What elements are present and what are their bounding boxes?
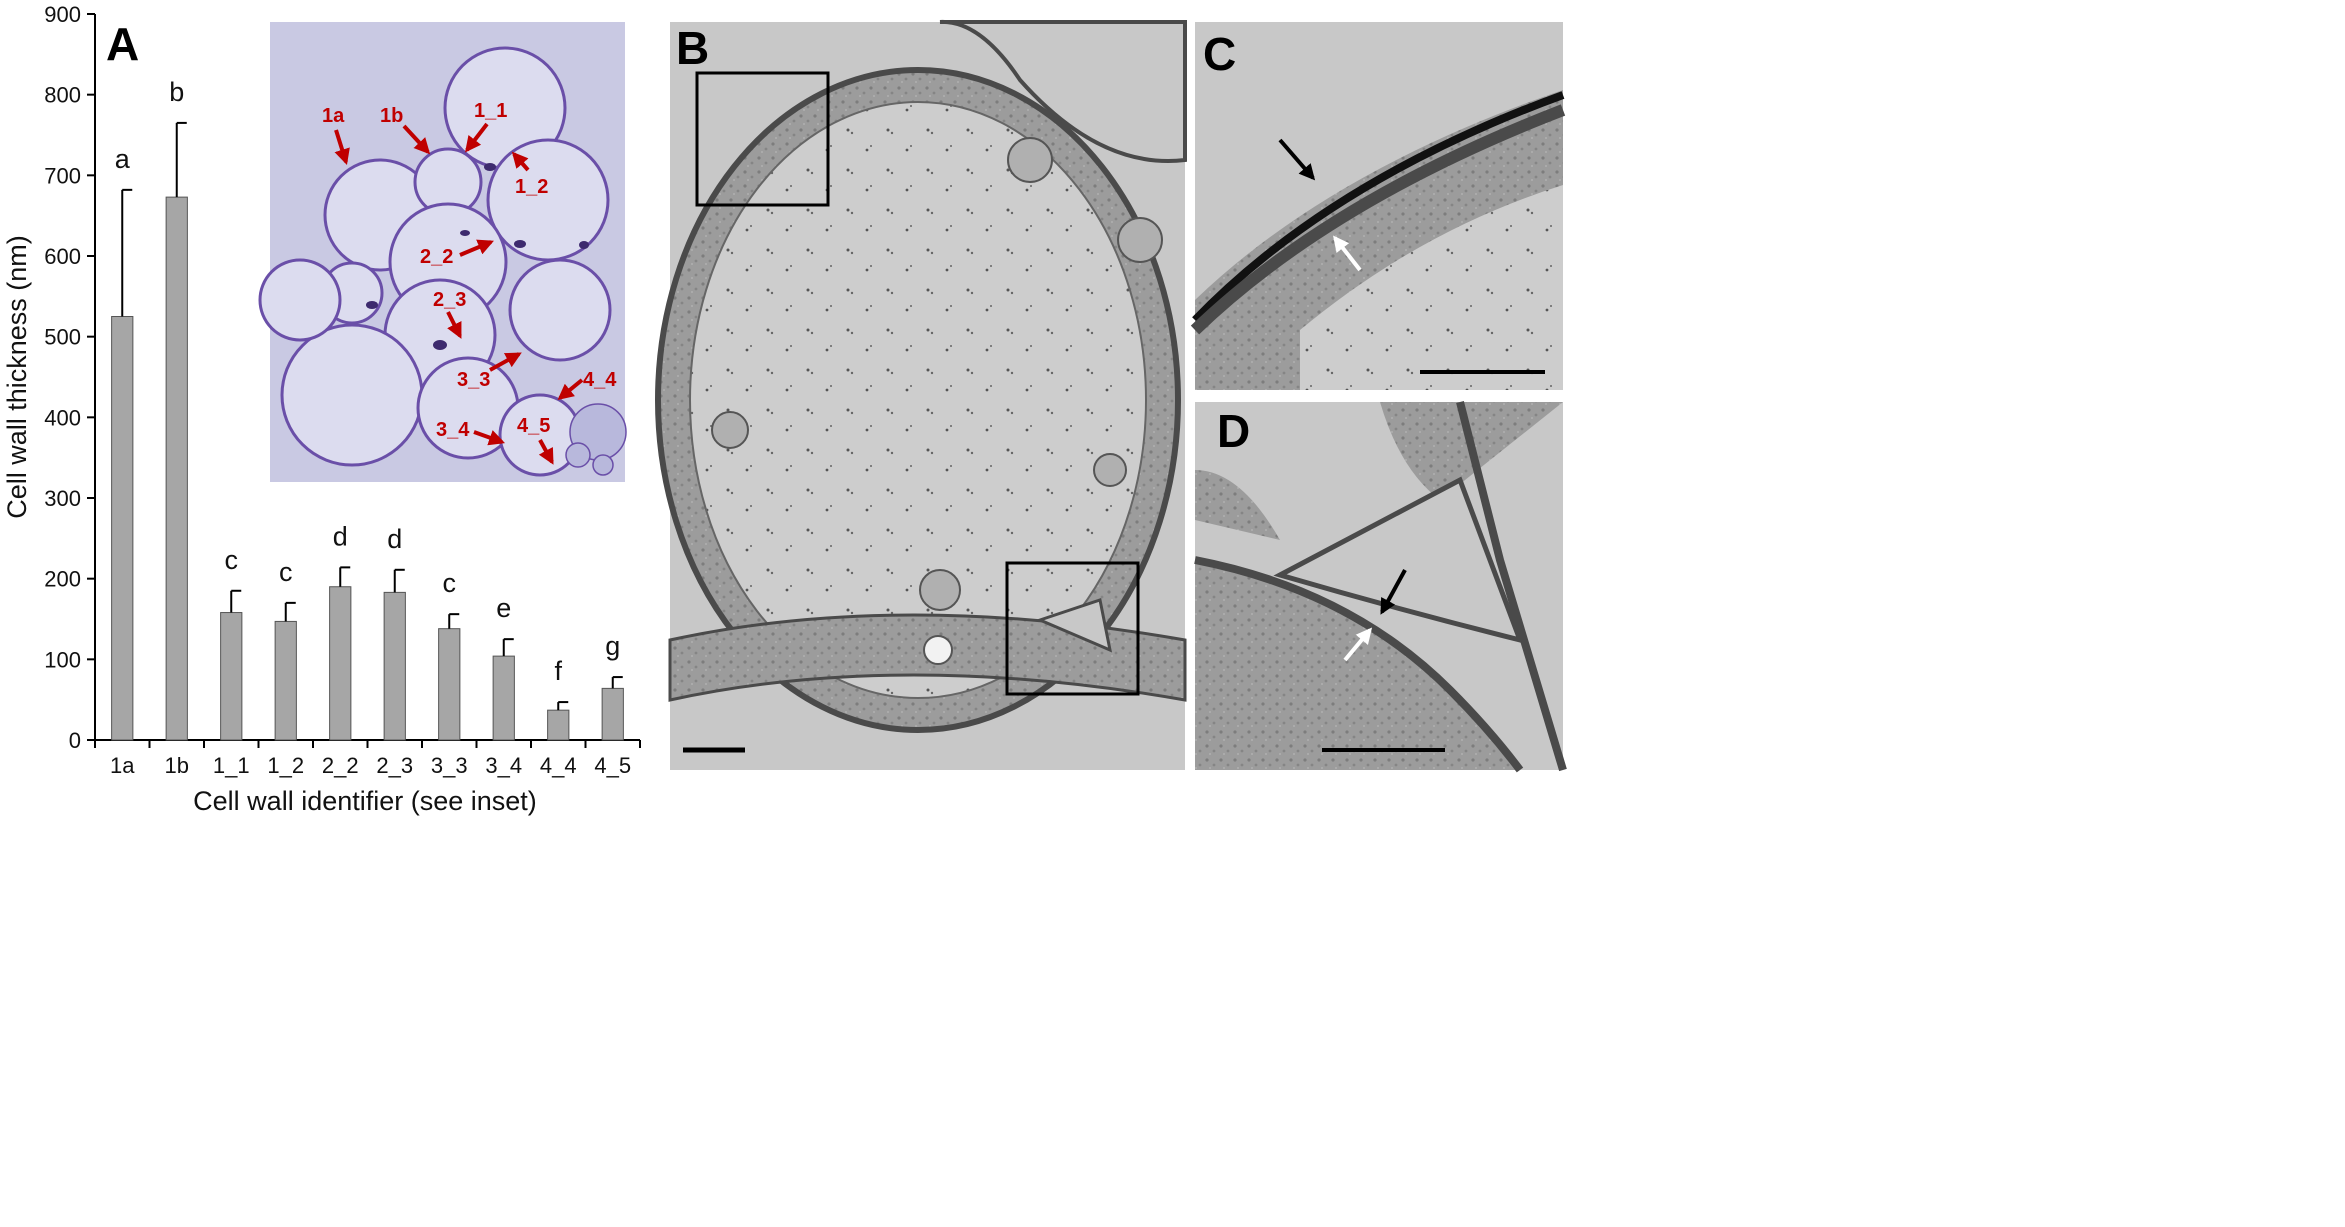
inset-label-2_3: 2_3: [433, 289, 466, 311]
x-tick-label-3_3: 3_3: [431, 753, 468, 778]
arrow-1a: [334, 129, 350, 166]
significance-label-1b: b: [169, 77, 184, 107]
inset-label-4_4: 4_4: [583, 369, 617, 391]
y-tick-label: 800: [44, 83, 81, 108]
x-tick-label-2_3: 2_3: [376, 753, 413, 778]
y-tick-label: 500: [44, 325, 81, 350]
x-tick-label-2_2: 2_2: [322, 753, 359, 778]
black-arrow-c: [1278, 138, 1316, 181]
significance-label-2_2: d: [333, 521, 348, 551]
y-tick-label: 900: [44, 2, 81, 27]
bar-2_3: [383, 591, 406, 741]
inset-label-3_3: 3_3: [457, 369, 490, 391]
panel-c-micrograph: C: [1190, 22, 1566, 390]
y-tick-label: 100: [44, 647, 81, 672]
y-axis-ticks: 0 100 200 300 400 500 600 700 800 900: [44, 2, 95, 753]
significance-label-2_3: d: [387, 524, 402, 554]
significance-label-3_4: e: [496, 593, 511, 623]
inset-label-3_4: 3_4: [436, 419, 470, 441]
inset-label-2_2: 2_2: [420, 246, 453, 268]
x-tick-label-1_2: 1_2: [267, 753, 304, 778]
bar-1_1: [220, 612, 243, 741]
x-axis-title: Cell wall identifier (see inset): [193, 786, 537, 816]
y-axis-title: Cell wall thickness (nm): [2, 235, 32, 519]
inset-label-1_1: 1_1: [474, 100, 507, 122]
y-tick-label: 0: [69, 728, 81, 753]
stained-section-inset: 1a 1b 1_1 1_2 2_2 2_3 3_3 3_4 4_4 4_5: [258, 22, 627, 482]
arrow-3_4: [473, 430, 506, 446]
panel-d-letter: D: [1217, 405, 1250, 457]
white-arrow-d: [1343, 627, 1373, 662]
bar-1a: [111, 316, 134, 741]
inset-label-4_5: 4_5: [517, 415, 550, 437]
bar-4_5: [601, 687, 624, 741]
zoom-box-c: [695, 71, 830, 207]
panel-b-micrograph: B: [655, 19, 1187, 770]
x-tick-label-4_4: 4_4: [540, 753, 577, 778]
bar-1_2: [274, 620, 297, 741]
bar-3_4: [492, 655, 515, 741]
inset-label-1a: 1a: [322, 105, 345, 127]
arrow-2_3: [446, 311, 462, 339]
x-tick-label-4_5: 4_5: [594, 753, 631, 778]
zoom-box-d: [1005, 561, 1140, 696]
arrow-1b: [402, 124, 431, 155]
x-tick-label-1b: 1b: [165, 753, 189, 778]
arrow-4_5: [538, 439, 554, 465]
arrow-3_3: [489, 352, 522, 372]
inset-arrows: [334, 122, 584, 465]
bar-3_3: [438, 628, 461, 741]
y-tick-label: 700: [44, 163, 81, 188]
arrow-2_2: [459, 239, 494, 257]
inset-label-1_2: 1_2: [515, 176, 548, 198]
x-tick-label-1_1: 1_1: [213, 753, 250, 778]
black-arrow-d: [1380, 569, 1407, 615]
panel-a-letter: A: [106, 18, 139, 70]
x-tick-label-1a: 1a: [110, 753, 135, 778]
arrow-1_1: [465, 122, 489, 153]
bar-4_4: [547, 709, 570, 741]
arrow-4_4: [557, 378, 584, 401]
significance-label-1a: a: [115, 144, 131, 174]
panel-d-micrograph: D: [1194, 401, 1567, 773]
inset-labels: 1a 1b 1_1 1_2 2_2 2_3 3_3 3_4 4_4 4_5: [322, 100, 617, 441]
x-axis-ticks: [94, 740, 641, 748]
x-tick-label-3_4: 3_4: [485, 753, 522, 778]
y-tick-label: 200: [44, 567, 81, 592]
white-arrow-c: [1333, 235, 1362, 272]
inset-label-1b: 1b: [380, 105, 403, 127]
arrow-1_2: [511, 151, 530, 172]
significance-label-4_5: g: [605, 631, 620, 661]
significance-label-3_3: c: [443, 568, 457, 598]
y-tick-label: 300: [44, 486, 81, 511]
significance-label-1_1: c: [225, 545, 239, 575]
bar-2_2: [329, 586, 352, 741]
significance-label-1_2: c: [279, 557, 293, 587]
panel-b-letter: B: [676, 22, 709, 74]
y-tick-label: 400: [44, 405, 81, 430]
significance-label-4_4: f: [554, 656, 562, 686]
panel-c-letter: C: [1203, 28, 1236, 80]
bar-1b: [165, 196, 188, 741]
y-tick-label: 600: [44, 244, 81, 269]
